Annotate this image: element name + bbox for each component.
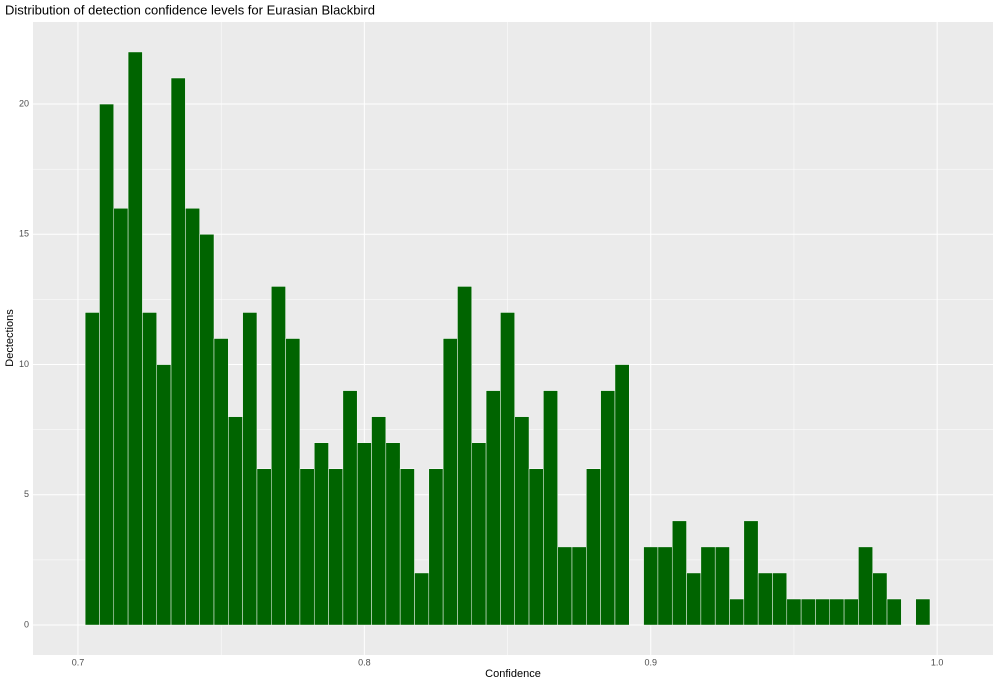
x-tick-label: 1.0	[931, 657, 944, 667]
bar	[428, 468, 444, 626]
bar	[256, 468, 272, 626]
bar	[371, 416, 387, 626]
bar	[199, 234, 215, 626]
bar	[600, 390, 616, 626]
x-axis-label: Confidence	[485, 668, 541, 680]
y-tick-label: 20	[19, 98, 29, 108]
chart-title: Distribution of detection confidence lev…	[5, 2, 375, 17]
y-tick-label: 15	[19, 229, 29, 239]
bar	[385, 442, 401, 626]
bar	[528, 468, 544, 626]
bar	[170, 77, 186, 626]
bar	[586, 468, 601, 626]
bar	[872, 572, 888, 626]
bar	[614, 364, 630, 626]
bar	[571, 546, 587, 626]
bar	[342, 390, 358, 626]
bar	[915, 598, 931, 626]
bar	[800, 598, 816, 626]
bar	[399, 468, 415, 626]
bar	[113, 208, 129, 626]
bar	[729, 598, 745, 626]
bar	[786, 598, 802, 626]
bar	[156, 364, 172, 626]
bar	[356, 442, 372, 626]
x-tick-label: 0.8	[358, 657, 371, 667]
bar	[514, 416, 530, 626]
x-tick-label: 0.7	[72, 657, 85, 667]
bar	[643, 546, 659, 626]
bar	[485, 390, 501, 626]
bar	[313, 442, 329, 626]
y-axis-label: Dectections	[4, 309, 16, 367]
bar	[743, 520, 759, 626]
bar	[714, 546, 730, 626]
bar	[285, 338, 301, 626]
bar	[543, 390, 558, 626]
bar	[213, 338, 229, 626]
bar	[471, 442, 487, 626]
bar	[84, 312, 100, 626]
bar	[686, 572, 702, 626]
bar	[271, 286, 286, 626]
bar	[815, 598, 831, 626]
bar	[772, 572, 788, 626]
bar	[457, 286, 473, 626]
y-tick-label: 0	[24, 619, 29, 629]
bar	[142, 312, 157, 626]
bar	[757, 572, 773, 626]
bar	[242, 312, 258, 626]
bar	[657, 546, 673, 626]
bar	[500, 312, 515, 626]
bar	[829, 598, 845, 626]
bar	[700, 546, 716, 626]
bar	[671, 520, 687, 626]
bar	[99, 103, 115, 626]
bar	[843, 598, 859, 626]
bar	[299, 468, 315, 626]
bar	[442, 338, 458, 626]
bar	[127, 51, 143, 626]
bar	[414, 572, 430, 626]
y-tick-label: 10	[19, 359, 29, 369]
y-tick-label: 5	[24, 489, 29, 499]
bar	[886, 598, 902, 626]
bar	[328, 468, 344, 626]
x-tick-label: 0.9	[644, 657, 657, 667]
bar	[228, 416, 243, 626]
bar	[557, 546, 573, 626]
bar	[185, 208, 200, 626]
bar	[858, 546, 873, 626]
